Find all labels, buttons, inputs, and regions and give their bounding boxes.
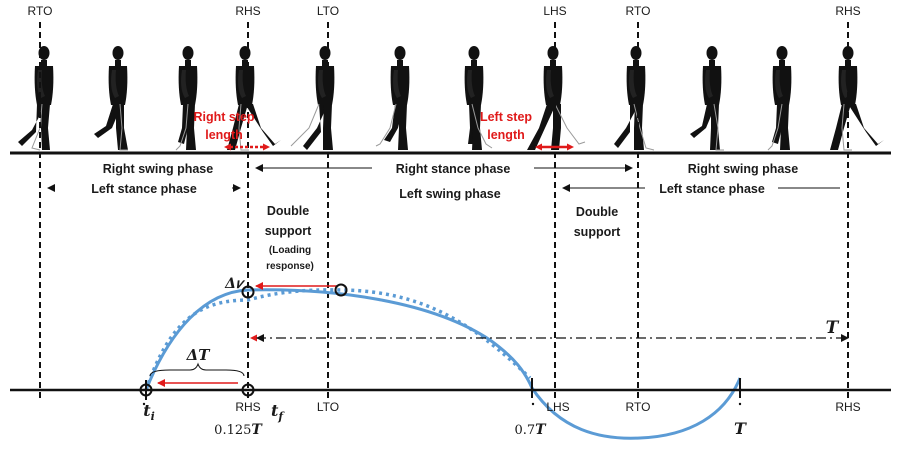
right-step-length-label: length <box>205 128 243 142</box>
phase-right-swing: Right swing phase <box>103 162 213 176</box>
walking-figure <box>830 46 884 151</box>
t-f-label: tf <box>271 401 285 423</box>
event-label-lto: LTO <box>317 4 339 18</box>
start-marker <box>139 383 153 397</box>
walking-figure <box>767 46 792 151</box>
peak-marker <box>241 285 255 299</box>
walking-figure <box>464 46 493 150</box>
delta-t-label: ΔT <box>186 346 212 364</box>
walking-figure <box>614 46 655 151</box>
delta-t-brace <box>149 362 245 377</box>
walking-figure <box>18 46 54 151</box>
loading-response-label: response) <box>266 261 314 272</box>
tick-dot <box>531 402 535 406</box>
axis-value-end: T <box>734 419 747 438</box>
walking-figures <box>18 46 884 151</box>
rhs-marker <box>241 383 255 397</box>
axis-label-lhs: LHS <box>546 400 569 414</box>
phase-left-stance: Left stance phase <box>91 182 197 196</box>
t-i-label: ti <box>143 401 155 423</box>
tick-dot <box>738 402 742 406</box>
phase-right-stance: Right stance phase <box>396 162 511 176</box>
walking-figure <box>375 46 410 150</box>
double-support-label: Double <box>576 205 618 219</box>
loading-response-label: (Loading <box>269 245 311 256</box>
double-support-label: support <box>574 225 621 239</box>
velocity-curve-dotted <box>144 288 532 391</box>
walking-figure <box>527 46 586 150</box>
walking-figure <box>94 46 128 151</box>
event-lines <box>39 22 849 402</box>
axis-value-rhs: 0.125T <box>214 422 263 438</box>
delta-v-label: Δ𝜈 <box>224 276 246 292</box>
event-label-rto: RTO <box>626 4 651 18</box>
axis-label-rto: RTO <box>626 400 651 414</box>
shifted-peak-marker <box>334 283 348 297</box>
double-support-label: support <box>265 224 312 238</box>
double-support-label: Double <box>267 204 309 218</box>
phase-left-swing: Left swing phase <box>399 187 500 201</box>
walking-figure <box>175 46 198 151</box>
walking-figure <box>690 46 724 151</box>
left-step-length-label: Left step <box>480 110 532 124</box>
axis-label-lto: LTO <box>317 400 339 414</box>
phase-right-swing: Right swing phase <box>688 162 798 176</box>
right-step-length-label: Right step <box>193 110 254 124</box>
event-label-lhs: LHS <box>543 4 566 18</box>
tick-dot <box>142 402 146 406</box>
event-label-rhs: RHS <box>235 4 260 18</box>
left-step-length-label: length <box>487 128 525 142</box>
period-label: T <box>826 318 840 338</box>
axis-label-rhs: RHS <box>835 400 860 414</box>
event-label-rto: RTO <box>28 4 53 18</box>
axis-label-rhs: RHS <box>235 400 260 414</box>
velocity-curve <box>144 288 742 440</box>
event-label-rhs: RHS <box>835 4 860 18</box>
phase-left-stance: Left stance phase <box>659 182 765 196</box>
axis-value-lhs: 0.7T <box>514 422 547 438</box>
axis-ticks <box>145 378 741 400</box>
